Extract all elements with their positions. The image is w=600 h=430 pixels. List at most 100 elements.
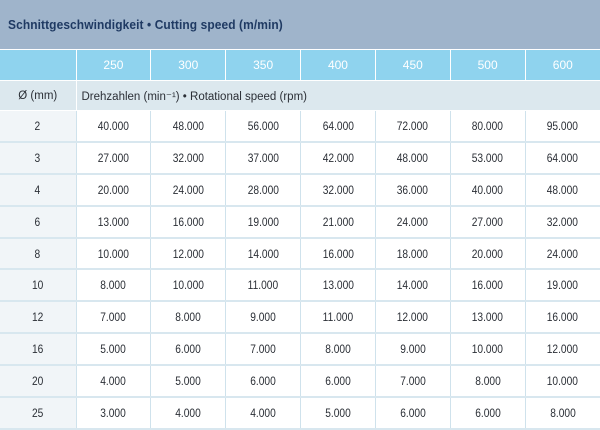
rpm-cell: 95.000: [524, 110, 600, 143]
rpm-value: 16.000: [172, 214, 204, 229]
rpm-cell: 3.000: [75, 397, 151, 430]
diameter-value: 3: [34, 150, 41, 165]
rpm-value: 13.000: [472, 310, 504, 325]
rpm-cell: 48.000: [374, 141, 451, 175]
rpm-cell: 27.000: [449, 205, 526, 239]
rpm-value: 27.000: [97, 150, 130, 165]
rpm-cell: 11.000: [225, 269, 301, 303]
diameter-value: 6: [34, 214, 41, 229]
rpm-cell: 6.000: [449, 397, 526, 430]
diameter-value: 16: [32, 342, 44, 357]
rpm-value: 20.000: [472, 246, 504, 261]
rpm-cell: 48.000: [524, 173, 600, 207]
rpm-value: 10.000: [172, 278, 204, 293]
rpm-value: 64.000: [547, 150, 579, 165]
rpm-cell: 80.000: [449, 110, 526, 143]
diameter-cell: 3: [0, 141, 76, 175]
rpm-value: 6.000: [325, 374, 351, 389]
diameter-cell: 16: [0, 333, 76, 367]
corner-cell: [0, 50, 76, 81]
diameter-cell: 4: [0, 173, 76, 207]
diameter-header: Ø (mm): [0, 80, 77, 111]
rpm-value: 12.000: [547, 342, 579, 357]
diameter-value: 25: [32, 405, 44, 420]
rpm-cell: 27.000: [75, 141, 151, 175]
table-title: Schnittgeschwindigkeit • Cutting speed (…: [8, 17, 283, 32]
diameter-value: 12: [32, 310, 44, 325]
diameter-cell: 2: [0, 110, 76, 143]
rpm-value: 24.000: [547, 246, 579, 261]
rpm-cell: 53.000: [449, 141, 526, 175]
diameter-cell: 6: [0, 205, 76, 239]
rpm-cell: 9.000: [225, 301, 301, 335]
rpm-value: 7.000: [250, 342, 276, 357]
rpm-cell: 6.000: [150, 333, 226, 367]
rotational-speed-header: Drehzahlen (min⁻¹) • Rotational speed (r…: [76, 80, 600, 111]
rpm-value: 56.000: [247, 118, 279, 133]
rpm-value: 4.000: [250, 405, 276, 420]
unit-header-row: Ø (mm) Drehzahlen (min⁻¹) • Rotational s…: [0, 80, 600, 111]
rpm-cell: 48.000: [150, 110, 226, 143]
table-row: 25 3.000 4.000 4.000 5.000 6.000 6.000 8.000: [0, 397, 600, 430]
diameter-value: 10: [32, 278, 44, 293]
table-row: 12 7.000 8.000 9.000 11.000 12.000 13.000 16.00…: [0, 301, 600, 335]
rpm-value: 6.000: [400, 405, 426, 420]
rpm-cell: 5.000: [150, 365, 226, 399]
diameter-value: 4: [34, 182, 41, 197]
rpm-value: 7.000: [100, 310, 127, 325]
rpm-cell: 24.000: [150, 173, 226, 207]
rpm-value: 19.000: [247, 214, 279, 229]
rpm-value: 42.000: [322, 150, 354, 165]
diameter-value: 2: [34, 118, 41, 133]
rpm-cell: 5.000: [75, 333, 151, 367]
rpm-cell: 13.000: [449, 301, 526, 335]
rpm-cell: 19.000: [225, 205, 301, 239]
rpm-value: 12.000: [397, 310, 429, 325]
rpm-value: 13.000: [322, 278, 354, 293]
rpm-value: 3.000: [100, 405, 127, 420]
rpm-cell: 19.000: [524, 269, 600, 303]
rpm-value: 80.000: [472, 118, 504, 133]
table-row: 20 4.000 5.000 6.000 6.000 7.000 8.000 10.000: [0, 365, 600, 399]
rpm-value: 5.000: [100, 342, 127, 357]
rpm-cell: 6.000: [225, 365, 301, 399]
rpm-value: 72.000: [397, 118, 429, 133]
rpm-value: 36.000: [397, 182, 429, 197]
rpm-value: 5.000: [325, 405, 351, 420]
rpm-cell: 16.000: [449, 269, 526, 303]
rpm-value: 8.000: [325, 342, 351, 357]
rpm-cell: 8.000: [524, 397, 600, 430]
rpm-cell: 8.000: [300, 333, 376, 367]
rpm-value: 6.000: [175, 342, 202, 357]
rpm-cell: 37.000: [225, 141, 301, 175]
rpm-value: 14.000: [397, 278, 429, 293]
rpm-value: 8.000: [100, 278, 127, 293]
speed-header-cell: 500: [449, 50, 526, 81]
rpm-value: 95.000: [547, 118, 579, 133]
rpm-cell: 10.000: [449, 333, 526, 367]
rpm-value: 48.000: [397, 150, 429, 165]
rpm-value: 40.000: [97, 118, 130, 133]
rpm-cell: 64.000: [524, 141, 600, 175]
rpm-value: 64.000: [322, 118, 354, 133]
rpm-value: 11.000: [322, 310, 354, 325]
rpm-value: 14.000: [247, 246, 279, 261]
rpm-value: 37.000: [247, 150, 279, 165]
rpm-value: 20.000: [97, 182, 130, 197]
title-bar: Schnittgeschwindigkeit • Cutting speed (…: [0, 0, 600, 50]
rpm-value: 13.000: [97, 214, 130, 229]
rpm-cell: 24.000: [374, 205, 451, 239]
rpm-cell: 7.000: [75, 301, 151, 335]
rpm-value: 32.000: [547, 214, 579, 229]
rpm-value: 4.000: [175, 405, 202, 420]
rpm-cell: 16.000: [150, 205, 226, 239]
rpm-cell: 6.000: [374, 397, 451, 430]
table-body: 2 40.000 48.000 56.000 64.000 72.000 80.000 95.…: [0, 110, 600, 430]
rpm-cell: 4.000: [150, 397, 226, 430]
rpm-cell: 14.000: [225, 237, 301, 271]
rpm-cell: 64.000: [300, 110, 376, 143]
cutting-speed-header-row: 250 300 350 400 450 500 600: [0, 50, 600, 81]
rpm-value: 18.000: [397, 246, 429, 261]
rpm-cell: 10.000: [524, 365, 600, 399]
rpm-cell: 6.000: [300, 365, 376, 399]
